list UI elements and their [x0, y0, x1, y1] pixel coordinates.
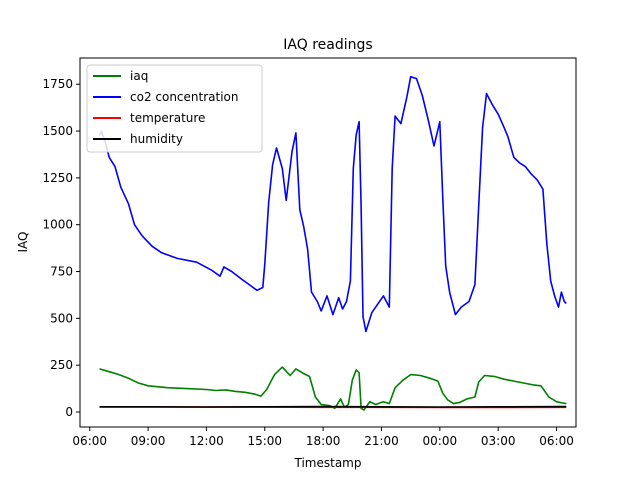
- y-tick-label: 250: [50, 358, 73, 372]
- y-axis-label: IAQ: [16, 232, 30, 253]
- legend-label-iaq: iaq: [130, 69, 148, 83]
- x-tick-label: 21:00: [364, 434, 399, 448]
- x-axis-ticks: 06:00 09:00 12:00 15:00 18:00 21:00 00:00 03:00…: [72, 427, 573, 448]
- x-tick-label: 06:00: [539, 434, 574, 448]
- x-tick-label: 12:00: [189, 434, 224, 448]
- y-tick-label: 1250: [42, 171, 73, 185]
- y-tick-label: 0: [65, 405, 73, 419]
- series-line-iaq: [100, 367, 567, 410]
- legend-label-temperature: temperature: [130, 111, 205, 125]
- legend: iaq co2 concentration temperature humidity: [87, 65, 262, 152]
- x-axis-label: Timestamp: [294, 456, 362, 470]
- x-tick-label: 15:00: [247, 434, 282, 448]
- x-tick-label: 18:00: [306, 434, 341, 448]
- x-tick-label: 03:00: [481, 434, 516, 448]
- legend-label-co2-concentration: co2 concentration: [130, 90, 239, 104]
- y-tick-label: 1500: [42, 124, 73, 138]
- y-axis-ticks: 0 250 500 750 1000 1250 1500 1750: [42, 77, 80, 419]
- y-tick-label: 750: [50, 265, 73, 279]
- x-tick-label: 06:00: [72, 434, 107, 448]
- y-tick-label: 1000: [42, 218, 73, 232]
- x-tick-label: 09:00: [131, 434, 166, 448]
- chart-title: IAQ readings: [283, 37, 372, 53]
- legend-label-humidity: humidity: [130, 132, 183, 146]
- x-tick-label: 00:00: [423, 434, 458, 448]
- y-tick-label: 500: [50, 311, 73, 325]
- y-tick-label: 1750: [42, 77, 73, 91]
